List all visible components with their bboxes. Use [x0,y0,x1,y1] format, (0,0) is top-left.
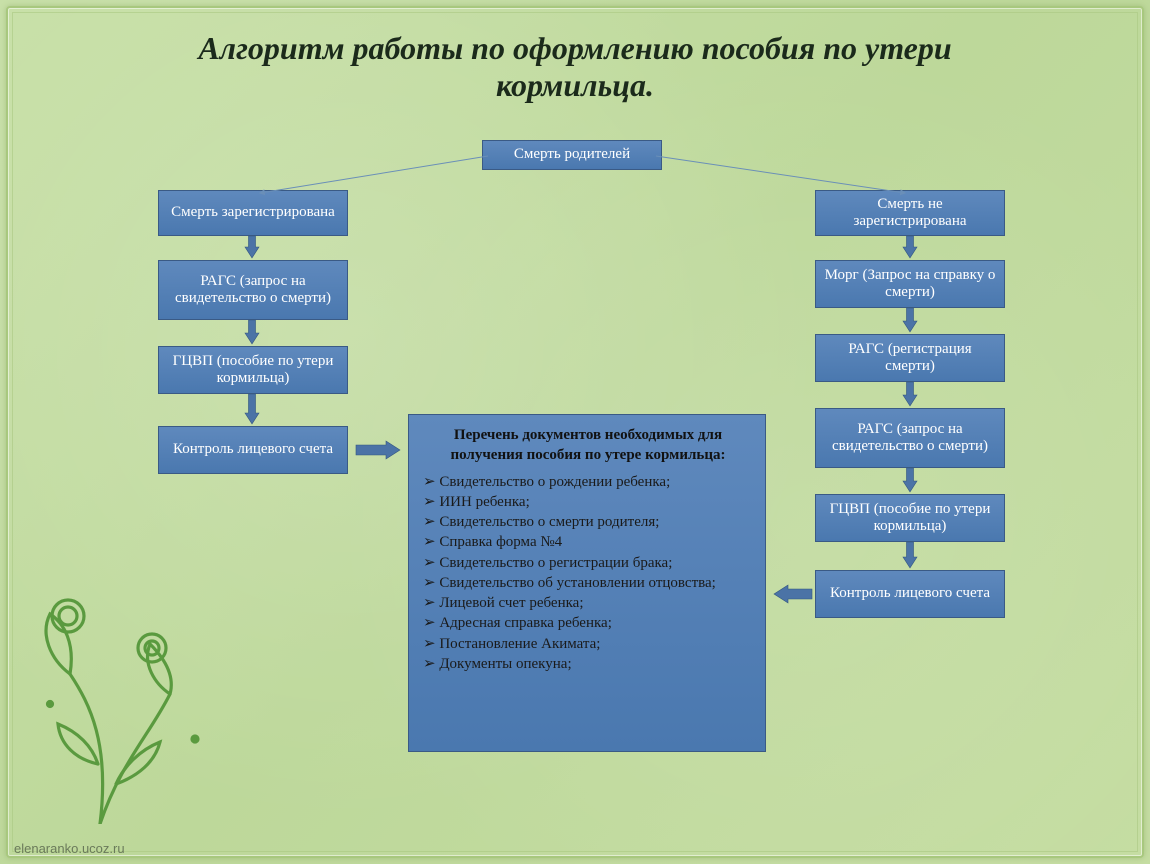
documents-list-item: Свидетельство о смерти родителя; [423,512,753,532]
documents-title: Перечень документов необходимых для полу… [423,425,753,466]
documents-list-item: Свидетельство о рождении ребенка; [423,472,753,492]
documents-list-item: Документы опекуна; [423,654,753,674]
credit-text: elenaranko.ucoz.ru [14,841,125,856]
documents-list-item: Адресная справка ребенка; [423,613,753,633]
documents-list-item: Свидетельство об установлении отцовства; [423,573,753,593]
documents-list: Свидетельство о рождении ребенка;ИИН реб… [423,472,753,675]
documents-list-item: Лицевой счет ребенка; [423,593,753,613]
plant-decoration [20,564,250,824]
documents-list-item: ИИН ребенка; [423,492,753,512]
documents-list-item: Постановление Акимата; [423,634,753,654]
documents-list-item: Свидетельство о регистрации брака; [423,553,753,573]
documents-list-item: Справка форма №4 [423,532,753,552]
documents-box: Перечень документов необходимых для полу… [408,414,766,752]
